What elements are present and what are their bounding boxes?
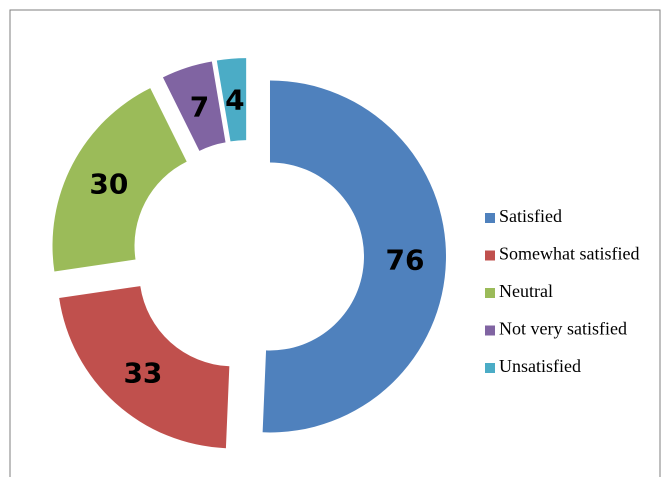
- legend-label: Satisfied: [499, 206, 562, 226]
- legend-swatch: [485, 213, 495, 223]
- data-label: 4: [225, 84, 244, 117]
- legend-swatch: [485, 288, 495, 298]
- donut-segment: [262, 80, 446, 433]
- donut-segment: [216, 58, 247, 142]
- legend-label: Somewhat satisfied: [499, 244, 639, 264]
- legend-swatch: [485, 250, 495, 261]
- legend-swatch: [485, 363, 495, 373]
- legend-label: Neutral: [499, 281, 553, 301]
- donut-segment: [162, 61, 226, 151]
- data-label: 7: [190, 91, 209, 124]
- donut-segment: [52, 88, 187, 272]
- data-label: 76: [385, 243, 424, 276]
- legend-swatch: [485, 325, 495, 336]
- data-label: 30: [89, 167, 128, 200]
- chart-frame: [9, 9, 661, 477]
- data-label: 33: [123, 357, 162, 390]
- legend-label: Not very satisfied: [499, 319, 627, 339]
- donut-segment: [59, 286, 230, 449]
- legend-label: Unsatisfied: [499, 356, 581, 376]
